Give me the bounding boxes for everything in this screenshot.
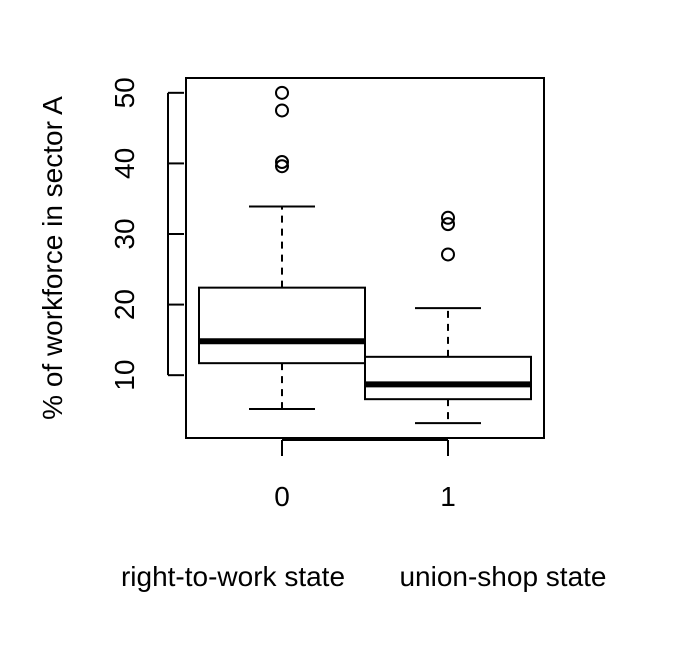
box-0 bbox=[198, 85, 366, 411]
outlier-point bbox=[275, 159, 289, 174]
category-description-1: union-shop state bbox=[399, 561, 606, 592]
y-axis: 10 20 30 40 50 bbox=[109, 77, 184, 391]
y-tick-label: 30 bbox=[109, 218, 140, 249]
iqr-box bbox=[198, 286, 366, 365]
outlier-point bbox=[441, 210, 455, 225]
y-axis-label: % of workforce in sector A bbox=[37, 96, 68, 420]
y-tick-label: 50 bbox=[109, 77, 140, 108]
category-description-0: right-to-work state bbox=[121, 561, 345, 592]
outlier-point bbox=[441, 217, 455, 232]
plot-frame bbox=[185, 77, 545, 439]
outlier-point bbox=[275, 103, 289, 118]
box-1 bbox=[364, 210, 532, 425]
y-tick-label: 10 bbox=[109, 360, 140, 391]
boxes-group bbox=[198, 85, 532, 425]
iqr-box bbox=[364, 355, 532, 401]
x-tick-label: 1 bbox=[440, 481, 456, 512]
x-tick-label: 0 bbox=[274, 481, 290, 512]
outlier-point bbox=[275, 85, 289, 100]
outlier-point bbox=[441, 247, 455, 262]
y-tick-label: 40 bbox=[109, 148, 140, 179]
outlier-point bbox=[275, 155, 289, 169]
y-tick-label: 20 bbox=[109, 289, 140, 320]
